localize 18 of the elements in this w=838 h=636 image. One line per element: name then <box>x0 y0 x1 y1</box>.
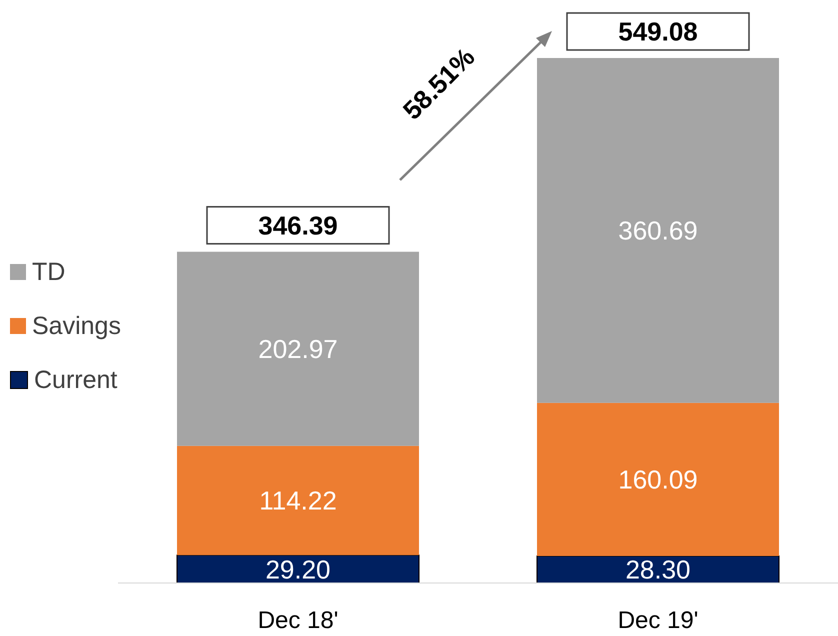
data-label: 29.20 <box>265 554 331 584</box>
legend-label: Savings <box>32 312 121 340</box>
total-label: 346.39 <box>258 210 338 240</box>
data-label: 202.97 <box>258 334 338 364</box>
data-label: 28.30 <box>625 554 691 585</box>
data-label: 360.69 <box>618 216 698 246</box>
bar <box>177 252 419 446</box>
bar <box>176 554 420 583</box>
x-tick-label: Dec 18' <box>258 607 338 634</box>
x-tick-label: Dec 19' <box>618 607 698 634</box>
legend-label: TD <box>32 258 66 286</box>
data-label: 114.22 <box>259 486 337 516</box>
bar <box>537 58 779 403</box>
bar <box>537 402 779 556</box>
total-label: 549.08 <box>618 16 698 46</box>
legend-label: Current <box>34 366 118 394</box>
bar <box>177 446 419 556</box>
data-label: 160.09 <box>618 464 698 495</box>
